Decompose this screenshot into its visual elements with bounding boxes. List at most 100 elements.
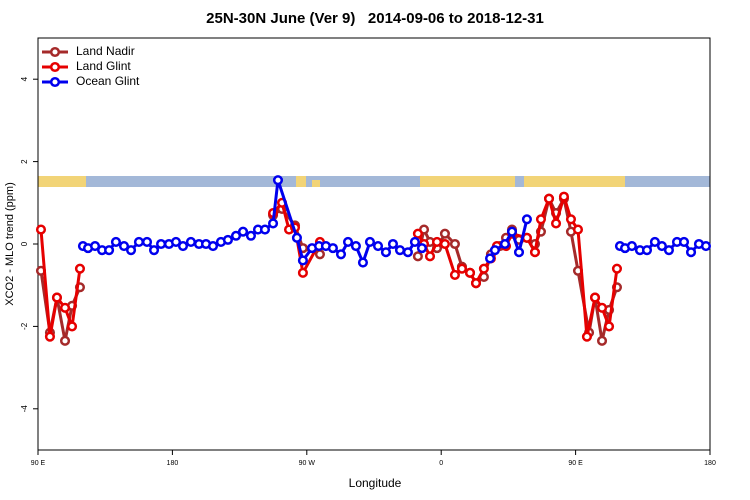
data-point [412, 228, 423, 239]
data-point [431, 236, 443, 247]
data-point [357, 257, 368, 268]
data-point [89, 241, 101, 252]
legend-marker [49, 61, 61, 73]
data-point [314, 249, 325, 260]
data-point [380, 247, 391, 258]
data-point [177, 241, 189, 252]
data-point [185, 236, 196, 247]
land-band [420, 176, 515, 187]
land-band [524, 176, 625, 187]
data-point [489, 245, 501, 256]
data-point [59, 335, 71, 346]
data-point [291, 232, 302, 243]
land-band [312, 180, 320, 187]
data-point [439, 228, 450, 239]
data-point [342, 236, 354, 247]
data-point [550, 218, 562, 229]
legend-marker [49, 46, 61, 58]
data-point [335, 249, 347, 260]
data-point [626, 241, 637, 252]
data-point [387, 238, 399, 250]
legend-label: Ocean Glint [76, 74, 140, 88]
data-point [350, 241, 361, 252]
data-point [394, 245, 406, 256]
data-point [35, 224, 47, 235]
data-point [170, 236, 182, 247]
data-point [649, 236, 660, 247]
data-point [327, 243, 338, 254]
data-point [207, 241, 219, 252]
data-point [656, 241, 667, 252]
legend-label: Land Glint [76, 59, 131, 73]
data-point [589, 292, 601, 303]
data-point [529, 247, 541, 258]
data-point [678, 236, 690, 247]
x-axis-label: Longitude [349, 476, 402, 490]
data-point [110, 236, 122, 247]
data-point [156, 238, 167, 250]
y-tick-label: 2 [20, 159, 29, 164]
data-point [641, 245, 653, 256]
y-tick-label: 4 [20, 76, 29, 81]
data-point [456, 263, 468, 274]
data-point [535, 214, 547, 225]
data-point [596, 335, 608, 346]
land-band [296, 176, 306, 187]
data-point [521, 214, 532, 225]
data-point [141, 236, 153, 247]
data-point [700, 241, 712, 252]
y-tick-label: -2 [20, 322, 29, 330]
legend-marker [49, 76, 61, 88]
x-tick-label: 0 [439, 460, 443, 467]
data-point [464, 267, 476, 278]
data-point [372, 241, 384, 252]
data-point [44, 331, 55, 342]
data-point [272, 175, 284, 186]
legend-label: Land Nadir [76, 44, 135, 58]
x-tick-label: 90 E [568, 460, 583, 467]
data-point [449, 238, 460, 250]
data-point [297, 267, 308, 278]
data-point [506, 226, 518, 237]
data-point [268, 218, 279, 229]
data-point [478, 263, 489, 274]
data-point [74, 263, 86, 274]
land-band [38, 176, 86, 187]
data-point [484, 253, 496, 264]
data-point [412, 251, 423, 262]
data-point [364, 236, 376, 247]
data-point [245, 230, 256, 241]
data-point [416, 243, 427, 254]
data-point [449, 269, 460, 280]
data-point [125, 245, 137, 256]
data-point [297, 255, 308, 266]
data-point [663, 245, 674, 256]
data-point [148, 245, 160, 256]
data-point [259, 224, 271, 235]
data-point [604, 321, 615, 332]
data-point [558, 191, 570, 202]
y-axis-label: XCO2 - MLO trend (ppm) [4, 182, 16, 305]
y-tick-label: -4 [20, 405, 29, 413]
data-point [424, 251, 436, 262]
ocean-band [38, 176, 710, 187]
data-point [596, 302, 608, 313]
x-tick-label: 90 W [299, 460, 316, 467]
data-point [565, 214, 577, 225]
data-point [611, 263, 623, 274]
data-point [51, 292, 63, 303]
x-tick-label: 90 E [31, 460, 46, 467]
data-point [581, 331, 592, 342]
data-point [237, 226, 249, 237]
data-point [104, 245, 115, 256]
data-point [59, 302, 71, 313]
data-point [133, 236, 144, 247]
data-point [685, 247, 697, 258]
series [77, 175, 712, 268]
chart-title: 25N-30N June (Ver 9) 2014-09-06 to 2018-… [206, 10, 544, 27]
data-point [409, 236, 420, 247]
data-point [222, 234, 234, 245]
